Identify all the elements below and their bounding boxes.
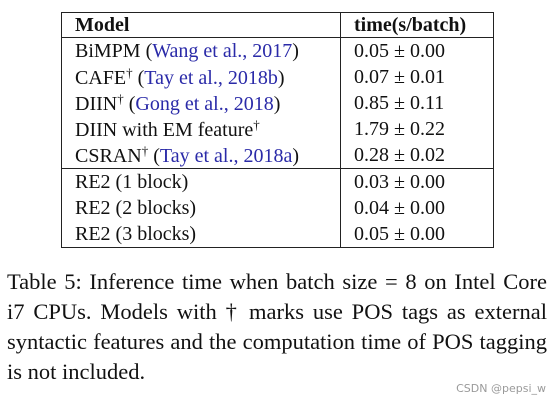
model-citation: (Gong et al., 2018) <box>128 93 281 115</box>
table-row: RE2 (3 blocks) 0.05 ± 0.00 <box>61 221 494 248</box>
table-header-row: Model time(s/batch) <box>61 12 494 38</box>
model-name: DIIN with EM feature <box>75 119 254 141</box>
watermark: CSDN @pepsi_w <box>456 382 546 395</box>
table-row: CSRAN† (Tay et al., 2018a) 0.28 ± 0.02 <box>61 142 494 169</box>
model-name: DIIN <box>75 93 118 115</box>
time-cell: 1.79 ± 0.22 <box>354 118 445 140</box>
model-cell: CAFE† (Tay et al., 2018b) <box>61 64 341 90</box>
table-row: DIIN† (Gong et al., 2018) 0.85 ± 0.11 <box>61 90 494 116</box>
model-citation: (Tay et al., 2018a) <box>153 145 299 167</box>
model-cell: DIIN† (Gong et al., 2018) <box>61 90 341 116</box>
table-row: RE2 (2 blocks) 0.04 ± 0.00 <box>61 195 494 221</box>
table-row: DIIN with EM feature† 1.79 ± 0.22 <box>61 116 494 142</box>
time-cell: 0.03 ± 0.00 <box>340 168 494 195</box>
results-table-container: Model time(s/batch) BiMPM (Wang et al., … <box>61 12 494 248</box>
table-row: RE2 (1 block) 0.03 ± 0.00 <box>61 168 494 195</box>
time-cell: 0.05 ± 0.00 <box>354 223 445 245</box>
citation-link[interactable]: Wang et al., 2017 <box>152 40 293 62</box>
time-cell: 0.07 ± 0.01 <box>354 66 445 88</box>
model-name: BiMPM <box>75 40 141 62</box>
citation-link[interactable]: Tay et al., 2018a <box>159 145 293 167</box>
header-time: time(s/batch) <box>340 12 494 38</box>
time-cell: 0.04 ± 0.00 <box>354 197 445 219</box>
time-cell: 0.28 ± 0.02 <box>354 144 445 166</box>
dagger-mark: † <box>253 117 260 132</box>
citation-link[interactable]: Tay et al., 2018b <box>144 67 278 89</box>
citation-link[interactable]: Gong et al., 2018 <box>135 93 274 115</box>
dagger-mark: † <box>126 65 133 80</box>
model-cell: RE2 (2 blocks) <box>61 195 341 221</box>
model-name: CAFE <box>75 67 127 89</box>
model-citation: (Tay et al., 2018b) <box>137 67 285 89</box>
inference-time-table: Model time(s/batch) BiMPM (Wang et al., … <box>61 12 494 248</box>
dagger-mark: † <box>117 91 124 106</box>
model-cell: BiMPM (Wang et al., 2017) <box>61 37 341 64</box>
table-row: BiMPM (Wang et al., 2017) 0.05 ± 0.00 <box>61 37 494 64</box>
table-caption: Table 5: Inference time when batch size … <box>7 269 547 384</box>
model-cell: RE2 (1 block) <box>61 168 341 195</box>
table-row: CAFE† (Tay et al., 2018b) 0.07 ± 0.01 <box>61 64 494 90</box>
model-cell: CSRAN† (Tay et al., 2018a) <box>61 142 341 169</box>
header-model: Model <box>61 12 341 38</box>
model-citation: (Wang et al., 2017) <box>145 40 299 62</box>
time-cell: 0.05 ± 0.00 <box>354 40 445 62</box>
model-cell: RE2 (3 blocks) <box>61 221 341 248</box>
model-name: CSRAN <box>75 145 142 167</box>
dagger-mark: † <box>141 143 149 158</box>
model-cell: DIIN with EM feature† <box>61 116 341 142</box>
time-cell: 0.85 ± 0.11 <box>354 92 445 114</box>
